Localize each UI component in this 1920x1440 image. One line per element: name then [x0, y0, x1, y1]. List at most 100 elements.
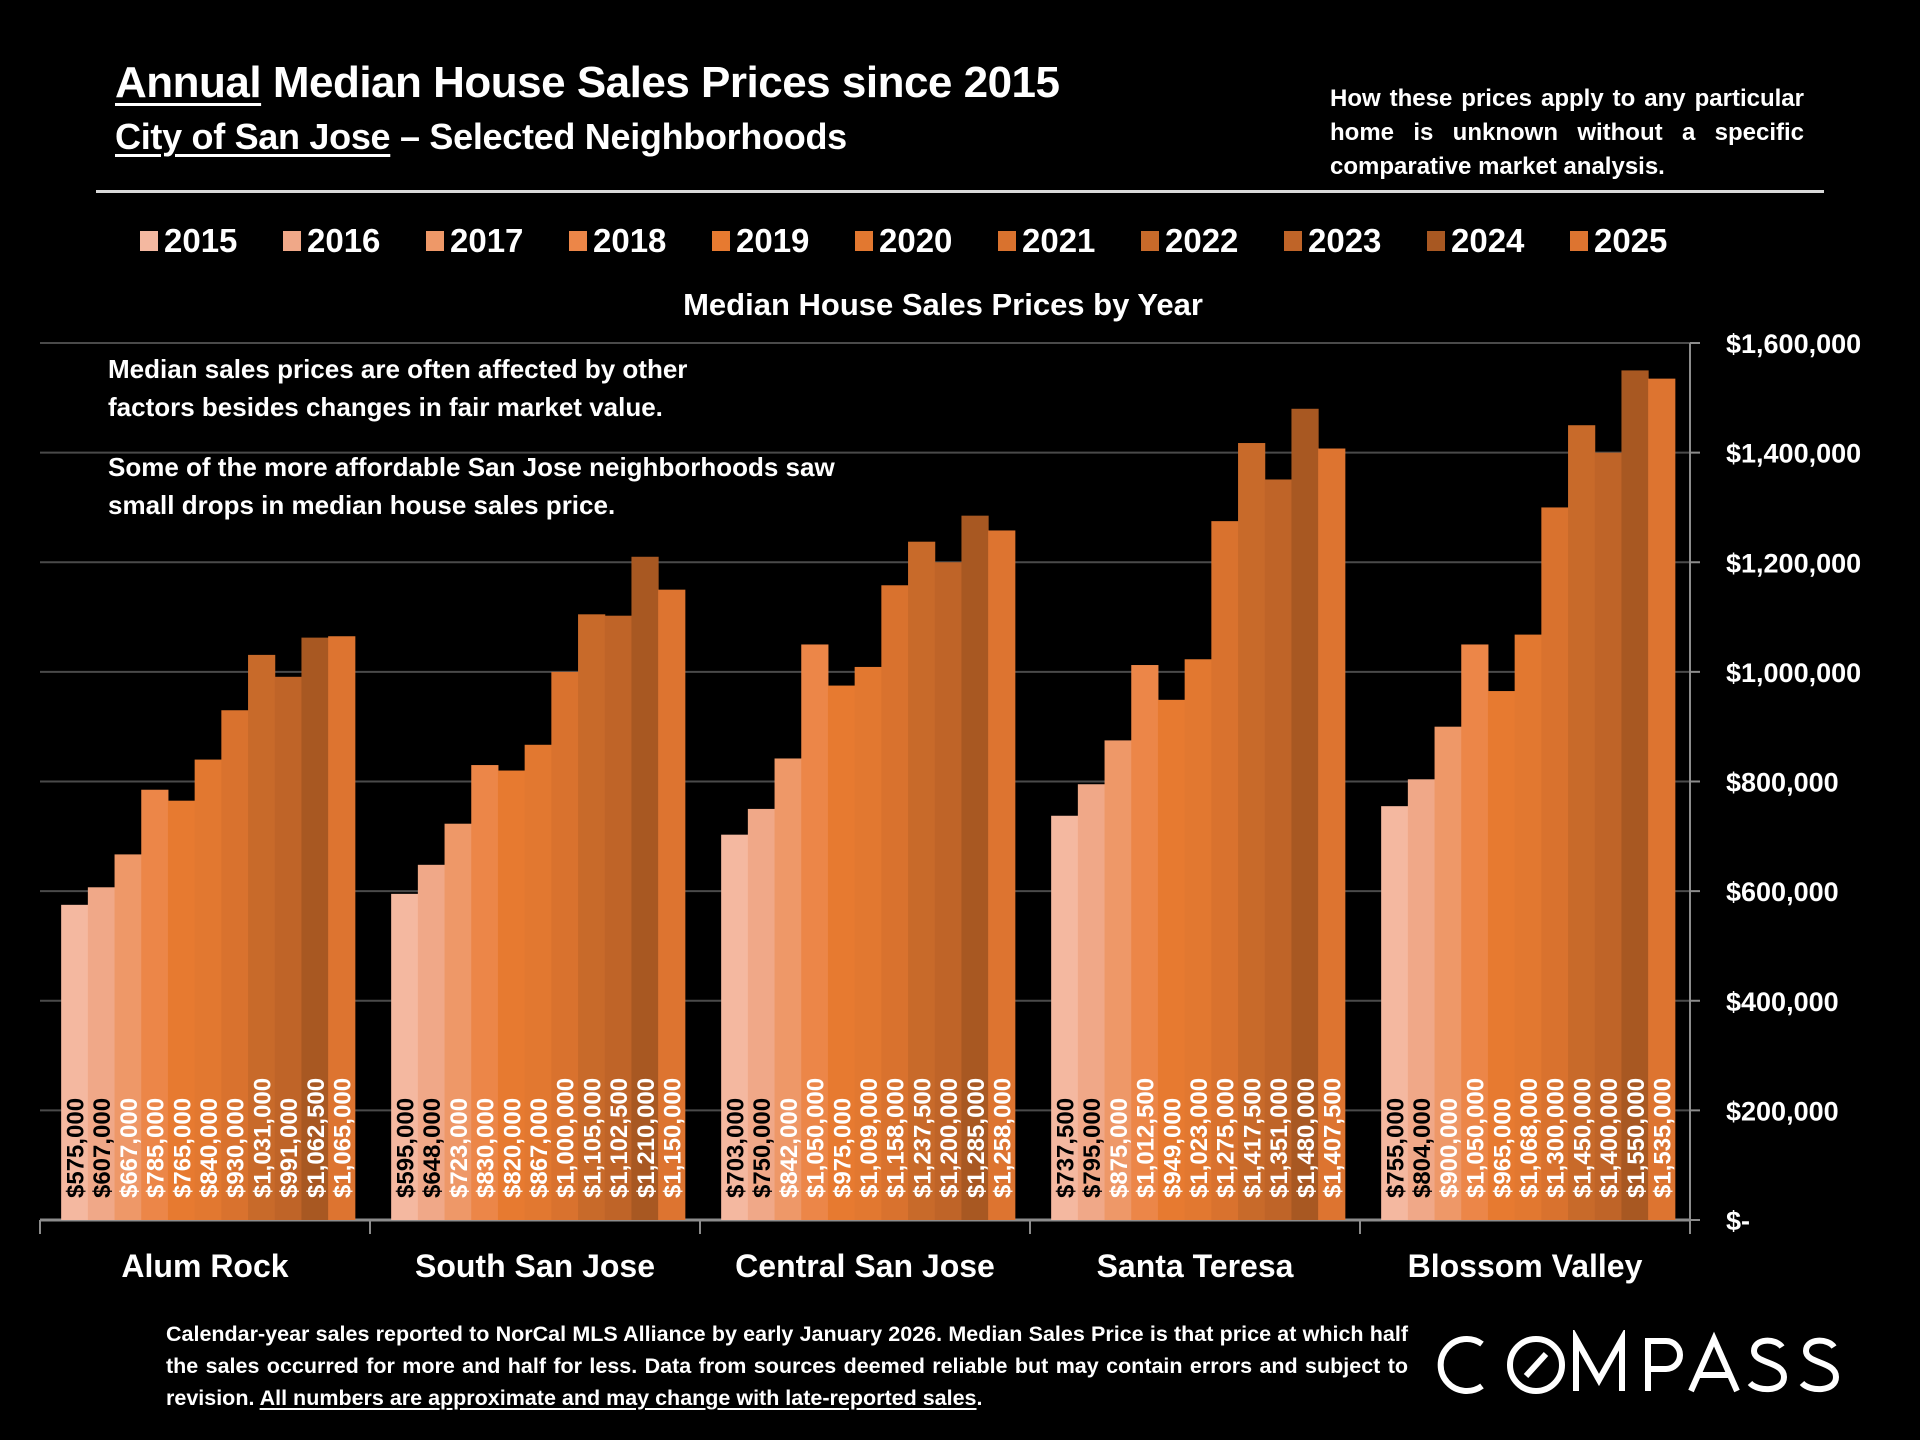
- legend-swatch: [1427, 231, 1445, 251]
- legend-swatch: [1570, 231, 1588, 251]
- data-label: $840,000: [196, 1098, 223, 1198]
- bar-2023: [604, 615, 632, 1220]
- data-label: $765,000: [169, 1098, 196, 1198]
- y-tick-label: $1,400,000: [1726, 439, 1861, 469]
- header-divider: [96, 190, 1824, 193]
- data-label: $795,000: [1079, 1098, 1106, 1198]
- bar-2021: [221, 710, 249, 1220]
- bar-2021: [1541, 507, 1569, 1220]
- data-label: $1,065,000: [330, 1078, 357, 1198]
- data-label: $1,351,000: [1266, 1078, 1293, 1198]
- bar-2015: [1381, 806, 1409, 1220]
- data-label: $667,000: [116, 1098, 143, 1198]
- bar-2018: [1131, 665, 1159, 1220]
- data-label: $830,000: [473, 1098, 500, 1198]
- bar-2019: [497, 770, 526, 1220]
- data-label: $1,009,000: [856, 1078, 883, 1198]
- data-label: $867,000: [526, 1098, 553, 1198]
- data-label: $1,050,000: [1463, 1078, 1490, 1198]
- bar-2016: [417, 864, 446, 1220]
- title-rest: Median House Sales Prices since 2015: [261, 58, 1060, 107]
- legend-label: 2021: [1022, 222, 1096, 259]
- bar-2024: [1621, 370, 1649, 1220]
- y-tick-label: $600,000: [1726, 877, 1839, 907]
- data-label: $1,105,000: [579, 1078, 606, 1198]
- legend-item-2019: 2019: [712, 222, 855, 260]
- y-tick-label: $800,000: [1726, 768, 1839, 798]
- legend-item-2018: 2018: [569, 222, 712, 260]
- data-label: $875,000: [1106, 1098, 1133, 1198]
- bar-2023: [274, 676, 302, 1220]
- data-label: $750,000: [749, 1098, 776, 1198]
- bar-2022: [1568, 425, 1596, 1220]
- data-label: $930,000: [223, 1098, 250, 1198]
- bar-2020: [1514, 634, 1542, 1220]
- legend-item-2015: 2015: [140, 222, 283, 260]
- data-label: $1,285,000: [963, 1078, 990, 1198]
- bar-2018: [1461, 644, 1489, 1220]
- bar-2022: [248, 654, 276, 1220]
- legend-label: 2023: [1308, 222, 1382, 259]
- y-tick-label: $200,000: [1726, 1096, 1839, 1126]
- bar-2018: [801, 644, 829, 1220]
- data-label: $1,480,000: [1293, 1078, 1320, 1198]
- legend-label: 2015: [164, 222, 238, 259]
- bar-2024: [961, 515, 989, 1220]
- bar-2017: [114, 854, 142, 1220]
- footer-end: .: [976, 1386, 983, 1410]
- legend-swatch: [426, 231, 444, 251]
- bar-2020: [1184, 659, 1212, 1220]
- legend-swatch: [569, 231, 587, 251]
- title-underlined: Annual: [115, 58, 262, 107]
- compass-logo: [1436, 1327, 1846, 1405]
- legend-swatch: [283, 231, 301, 251]
- data-label: $1,535,000: [1650, 1078, 1677, 1198]
- data-label: $1,158,000: [883, 1078, 910, 1198]
- data-label: $1,275,000: [1213, 1078, 1240, 1198]
- bar-2017: [774, 758, 802, 1220]
- data-label: $1,068,000: [1516, 1078, 1543, 1198]
- chart-legend: 2015 2016 2017 2018 2019 2020 2021 2022 2023 2024…: [140, 222, 1713, 260]
- data-label: $991,000: [276, 1098, 303, 1198]
- legend-item-2022: 2022: [1141, 222, 1284, 260]
- legend-label: 2016: [307, 222, 381, 259]
- bar-2017: [1434, 726, 1462, 1220]
- legend-swatch: [712, 231, 730, 251]
- top-disclaimer: How these prices apply to any particular…: [1330, 85, 1804, 180]
- y-tick-label: $1,000,000: [1726, 658, 1861, 688]
- x-category-label: Central San Jose: [735, 1248, 995, 1284]
- legend-item-2016: 2016: [283, 222, 426, 260]
- chart-title: Median House Sales Prices by Year: [683, 287, 1203, 322]
- bar-2015: [391, 893, 419, 1220]
- legend-label: 2017: [450, 222, 524, 259]
- bar-2017: [444, 823, 472, 1220]
- legend-label: 2022: [1165, 222, 1239, 259]
- bar-2025: [658, 589, 686, 1220]
- bar-2023: [1264, 479, 1292, 1220]
- legend-item-2021: 2021: [998, 222, 1141, 260]
- data-label: $965,000: [1489, 1098, 1516, 1198]
- data-label: $949,000: [1159, 1098, 1186, 1198]
- x-category-label: Santa Teresa: [1097, 1248, 1294, 1284]
- data-label: $737,500: [1053, 1098, 1080, 1198]
- legend-item-2024: 2024: [1427, 222, 1570, 260]
- bar-2023: [1594, 452, 1622, 1220]
- bar-2025: [988, 530, 1016, 1220]
- page-title: Annual Median House Sales Prices since 2…: [115, 58, 1060, 108]
- annotation-note-2: Some of the more affordable San Jose nei…: [108, 452, 835, 520]
- bar-2025: [1318, 448, 1346, 1221]
- bar-2019: [167, 800, 196, 1220]
- bar-2021: [1211, 521, 1239, 1220]
- bar-2015: [1051, 815, 1079, 1220]
- legend-item-2020: 2020: [855, 222, 998, 260]
- bar-2019: [1487, 691, 1516, 1220]
- bar-2020: [194, 759, 222, 1220]
- data-label: $900,000: [1436, 1098, 1463, 1198]
- bar-2015: [61, 904, 89, 1220]
- data-label: $1,050,000: [803, 1078, 830, 1198]
- data-label: $1,450,000: [1569, 1078, 1596, 1198]
- data-label: $1,400,000: [1596, 1078, 1623, 1198]
- data-label: $1,210,000: [633, 1078, 660, 1198]
- subtitle-underlined: City of San Jose: [115, 116, 391, 157]
- data-label: $1,102,500: [606, 1078, 633, 1198]
